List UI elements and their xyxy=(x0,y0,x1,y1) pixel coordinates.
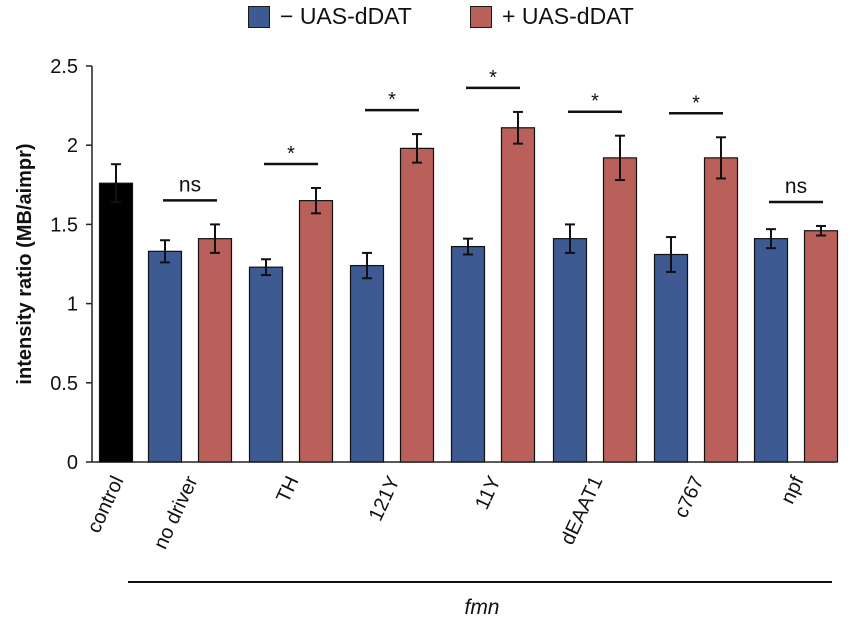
significance-label-4: * xyxy=(591,91,599,113)
significance-label-5: * xyxy=(692,92,700,114)
significance-label-0: ns xyxy=(179,173,201,196)
y-tick-label: 0 xyxy=(67,452,78,474)
legend-swatch-minus xyxy=(248,5,270,28)
bar-minus-4 xyxy=(552,238,588,463)
bar-minus-3 xyxy=(450,245,486,463)
bars xyxy=(98,110,839,463)
bar-plus-6 xyxy=(803,230,839,463)
x-tick-label-3: 11Y xyxy=(471,473,505,513)
x-tick-label-6: npf xyxy=(777,472,809,507)
x-tick-label-5: c767 xyxy=(670,473,708,522)
y-tick-label: 2.5 xyxy=(50,56,78,78)
bar-minus-6 xyxy=(753,238,789,463)
bar-plus-0 xyxy=(197,238,233,463)
y-tick-label: 1 xyxy=(67,294,78,316)
bar-plus-5 xyxy=(703,157,739,463)
legend: − UAS-dDAT + UAS-dDAT xyxy=(0,0,850,36)
bar-minus-1 xyxy=(248,266,284,463)
legend-swatch-plus xyxy=(470,5,492,28)
group-label: fmn xyxy=(464,596,499,619)
x-tick-label-control: control xyxy=(83,473,128,537)
legend-item-minus: − UAS-dDAT xyxy=(248,3,412,30)
significance-label-2: * xyxy=(388,89,396,111)
bar-minus-5 xyxy=(653,253,689,463)
bar-plus-3 xyxy=(500,127,536,463)
y-tick-label: 0.5 xyxy=(50,373,78,395)
significance-label-1: * xyxy=(287,143,295,165)
bar-plus-4 xyxy=(602,157,638,463)
x-tick-label-1: TH xyxy=(272,473,303,506)
legend-label-minus: − UAS-dDAT xyxy=(280,3,412,29)
bar-plus-1 xyxy=(298,200,334,463)
x-tick-label-4: dEAAT1 xyxy=(557,473,608,548)
significance-label-3: * xyxy=(489,67,497,89)
y-tick-label: 2 xyxy=(67,135,78,157)
y-axis-label: intensity ratio (MB/aimpr) xyxy=(14,143,36,384)
bar-plus-2 xyxy=(399,147,435,463)
bar-control xyxy=(98,182,134,463)
bar-minus-0 xyxy=(147,250,183,463)
legend-label-plus: + UAS-dDAT xyxy=(502,3,634,29)
x-tick-label-0: no driver xyxy=(150,473,203,553)
bar-minus-2 xyxy=(349,264,385,463)
legend-item-plus: + UAS-dDAT xyxy=(470,3,634,30)
y-tick-label: 1.5 xyxy=(50,214,78,236)
significance-label-6: ns xyxy=(785,175,807,198)
x-tick-label-2: 121Y xyxy=(365,473,405,525)
